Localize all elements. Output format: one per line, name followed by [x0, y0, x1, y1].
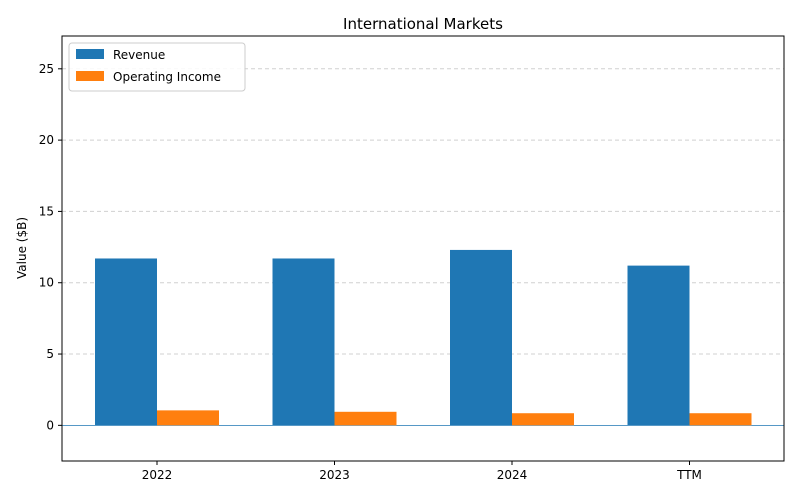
legend-label-operating-income: Operating Income [113, 70, 221, 84]
chart-title: International Markets [343, 15, 503, 33]
legend-swatch-operating-income [76, 71, 104, 81]
bar-revenue-2023 [272, 258, 335, 426]
x-tick-label: 2023 [319, 468, 350, 482]
legend-label-revenue: Revenue [113, 48, 165, 62]
y-tick-label: 15 [39, 204, 54, 218]
bar-operating-income-2024 [512, 413, 574, 426]
x-tick-label: 2024 [497, 468, 528, 482]
x-axis: 2022 2023 2024 TTM [142, 461, 702, 482]
y-tick-label: 20 [39, 133, 54, 147]
y-axis-label: Value ($B) [15, 217, 29, 279]
plot-frame [61, 35, 785, 462]
bar-operating-income-2023 [334, 411, 397, 426]
legend: Revenue Operating Income [68, 42, 246, 92]
legend-frame [68, 42, 246, 92]
y-axis: 0 5 10 15 20 25 [39, 62, 62, 432]
gridlines [62, 68, 784, 355]
x-tick-label: 2022 [142, 468, 173, 482]
y-tick-label: 10 [39, 276, 54, 290]
bar-operating-income-ttm [689, 413, 752, 426]
y-tick-label: 5 [46, 347, 54, 361]
bar-revenue-2022 [95, 258, 157, 426]
bar-revenue-ttm [627, 265, 690, 426]
y-tick-label: 0 [46, 418, 54, 432]
bar-revenue-2024 [450, 249, 512, 426]
legend-swatch-revenue [76, 49, 104, 59]
bars [95, 249, 752, 426]
bar-operating-income-2022 [157, 410, 219, 426]
x-tick-label: TTM [676, 468, 702, 482]
y-tick-label: 25 [39, 62, 54, 76]
